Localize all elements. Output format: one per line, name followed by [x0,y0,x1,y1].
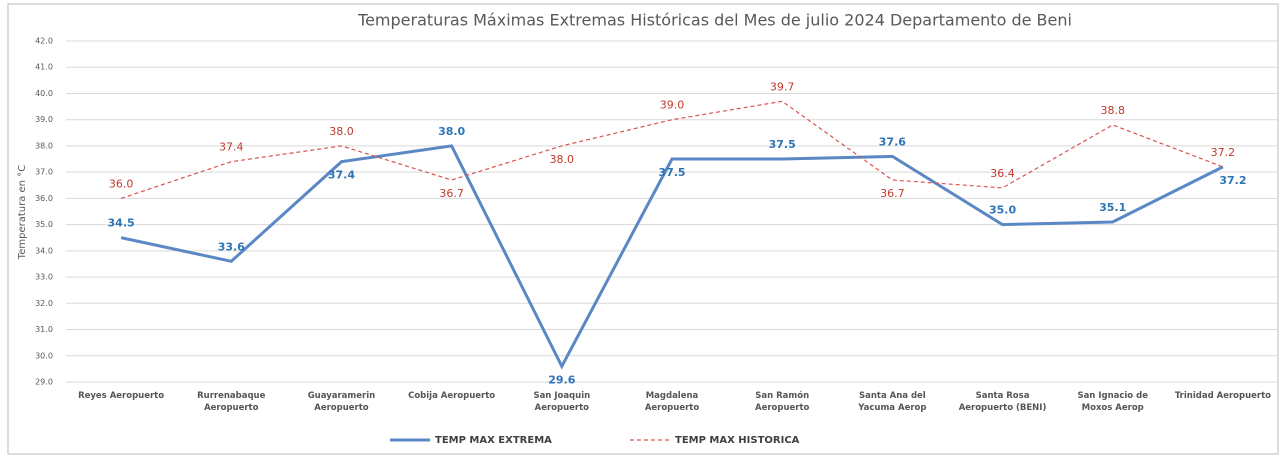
y-axis-label: Temperatura en °C [17,165,28,260]
x-tick-label: San Joaquin Aeropuerto [533,391,591,413]
y-tick-label: 30.0 [35,351,53,360]
x-tick-label: Magdalena Aeropuerto [644,391,700,413]
data-label: 37.4 [219,141,244,154]
data-line [120,100,1224,199]
y-tick-label: 32.0 [35,299,53,308]
data-label: 36.4 [990,167,1015,180]
chart-border [7,3,1279,455]
y-tick-label: 33.0 [35,273,53,282]
x-tick-label: Santa Rosa Aeropuerto (BENI) [958,391,1047,413]
y-tick-label: 37.0 [35,168,53,177]
y-tick-label: 39.0 [35,115,53,124]
legend-label: TEMP MAX EXTREMA [435,435,552,446]
y-tick-label: 42.0 [35,37,53,46]
x-tick-label: Cobija Aeropuerto [408,391,496,401]
data-label: 36.0 [109,177,134,190]
legend-label: TEMP MAX HISTORICA [675,435,800,446]
data-label: 37.2 [1219,174,1246,187]
y-tick-label: 40.0 [35,89,53,98]
y-tick-label: 29.0 [35,378,53,387]
x-tick-label: Guayaramerin Aeropuerto [307,391,376,413]
chart-title: Temperaturas Máximas Extremas Históricas… [357,11,1072,30]
y-tick-label: 38.0 [35,141,53,150]
data-label: 37.4 [328,169,355,182]
data-label: 37.5 [769,138,796,151]
x-tick-label: Santa Ana del Yacuma Aerop [858,391,927,413]
data-label: 37.2 [1211,146,1236,159]
data-label: 36.7 [880,187,905,200]
data-label: 37.5 [658,166,685,179]
x-tick-label: San Ramón Aeropuerto [754,391,810,413]
y-tick-label: 31.0 [35,325,53,334]
data-line [120,144,1224,370]
data-label: 38.0 [438,125,465,138]
y-tick-label: 35.0 [35,220,53,229]
data-label: 36.7 [439,187,464,200]
data-label: 38.0 [329,125,354,138]
y-tick-label: 34.0 [35,246,53,255]
x-tick-label: Reyes Aeropuerto [78,391,165,401]
data-label: 33.6 [218,240,245,253]
y-tick-label: 36.0 [35,194,53,203]
x-tick-label: Trinidad Aeropuerto [1174,391,1271,401]
data-label: 37.6 [879,135,906,148]
x-tick-label: San Ignacio de Moxos Aerop [1077,391,1148,413]
data-label: 39.7 [770,80,795,93]
data-label: 35.1 [1099,201,1126,214]
data-label: 35.0 [989,204,1016,217]
x-tick-label: Rurrenabaque Aeropuerto [197,391,266,413]
data-label: 34.5 [108,217,135,230]
data-label: 38.8 [1100,104,1125,117]
y-tick-label: 41.0 [35,63,53,72]
data-label: 38.0 [550,153,575,166]
data-label: 39.0 [660,99,685,112]
data-label: 29.6 [548,373,575,386]
